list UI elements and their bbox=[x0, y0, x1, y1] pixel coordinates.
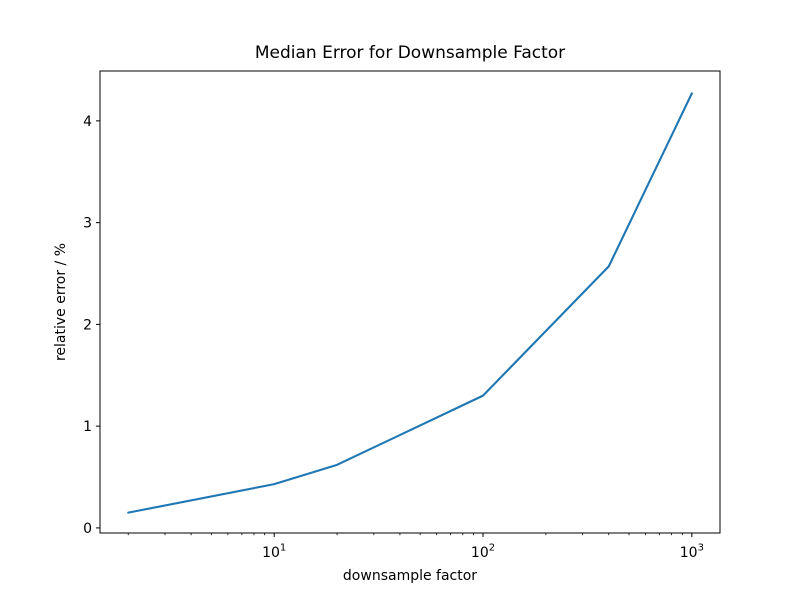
x-axis-major-ticks bbox=[273, 533, 693, 537]
x-axis-tick-labels: 101 102 103 bbox=[262, 543, 704, 562]
y-tick-label: 0 bbox=[83, 521, 92, 537]
y-axis-tick-labels: 0 1 2 3 4 bbox=[83, 114, 92, 537]
y-tick-label: 4 bbox=[83, 114, 92, 130]
y-tick-label: 3 bbox=[83, 216, 92, 232]
plot-area-border bbox=[99, 70, 721, 534]
y-tick-label: 1 bbox=[83, 419, 92, 435]
y-axis-label: relative error / % bbox=[53, 243, 69, 361]
y-axis-major-ticks bbox=[96, 120, 100, 529]
x-tick-label: 101 bbox=[262, 543, 286, 562]
x-axis-label: downsample factor bbox=[343, 568, 477, 584]
chart-title: Median Error for Downsample Factor bbox=[255, 43, 565, 63]
x-tick-label: 103 bbox=[680, 543, 704, 562]
x-tick-label: 102 bbox=[471, 543, 495, 562]
y-tick-label: 2 bbox=[83, 317, 92, 333]
median-error-line bbox=[127, 92, 693, 514]
x-axis-minor-ticks bbox=[127, 533, 683, 536]
